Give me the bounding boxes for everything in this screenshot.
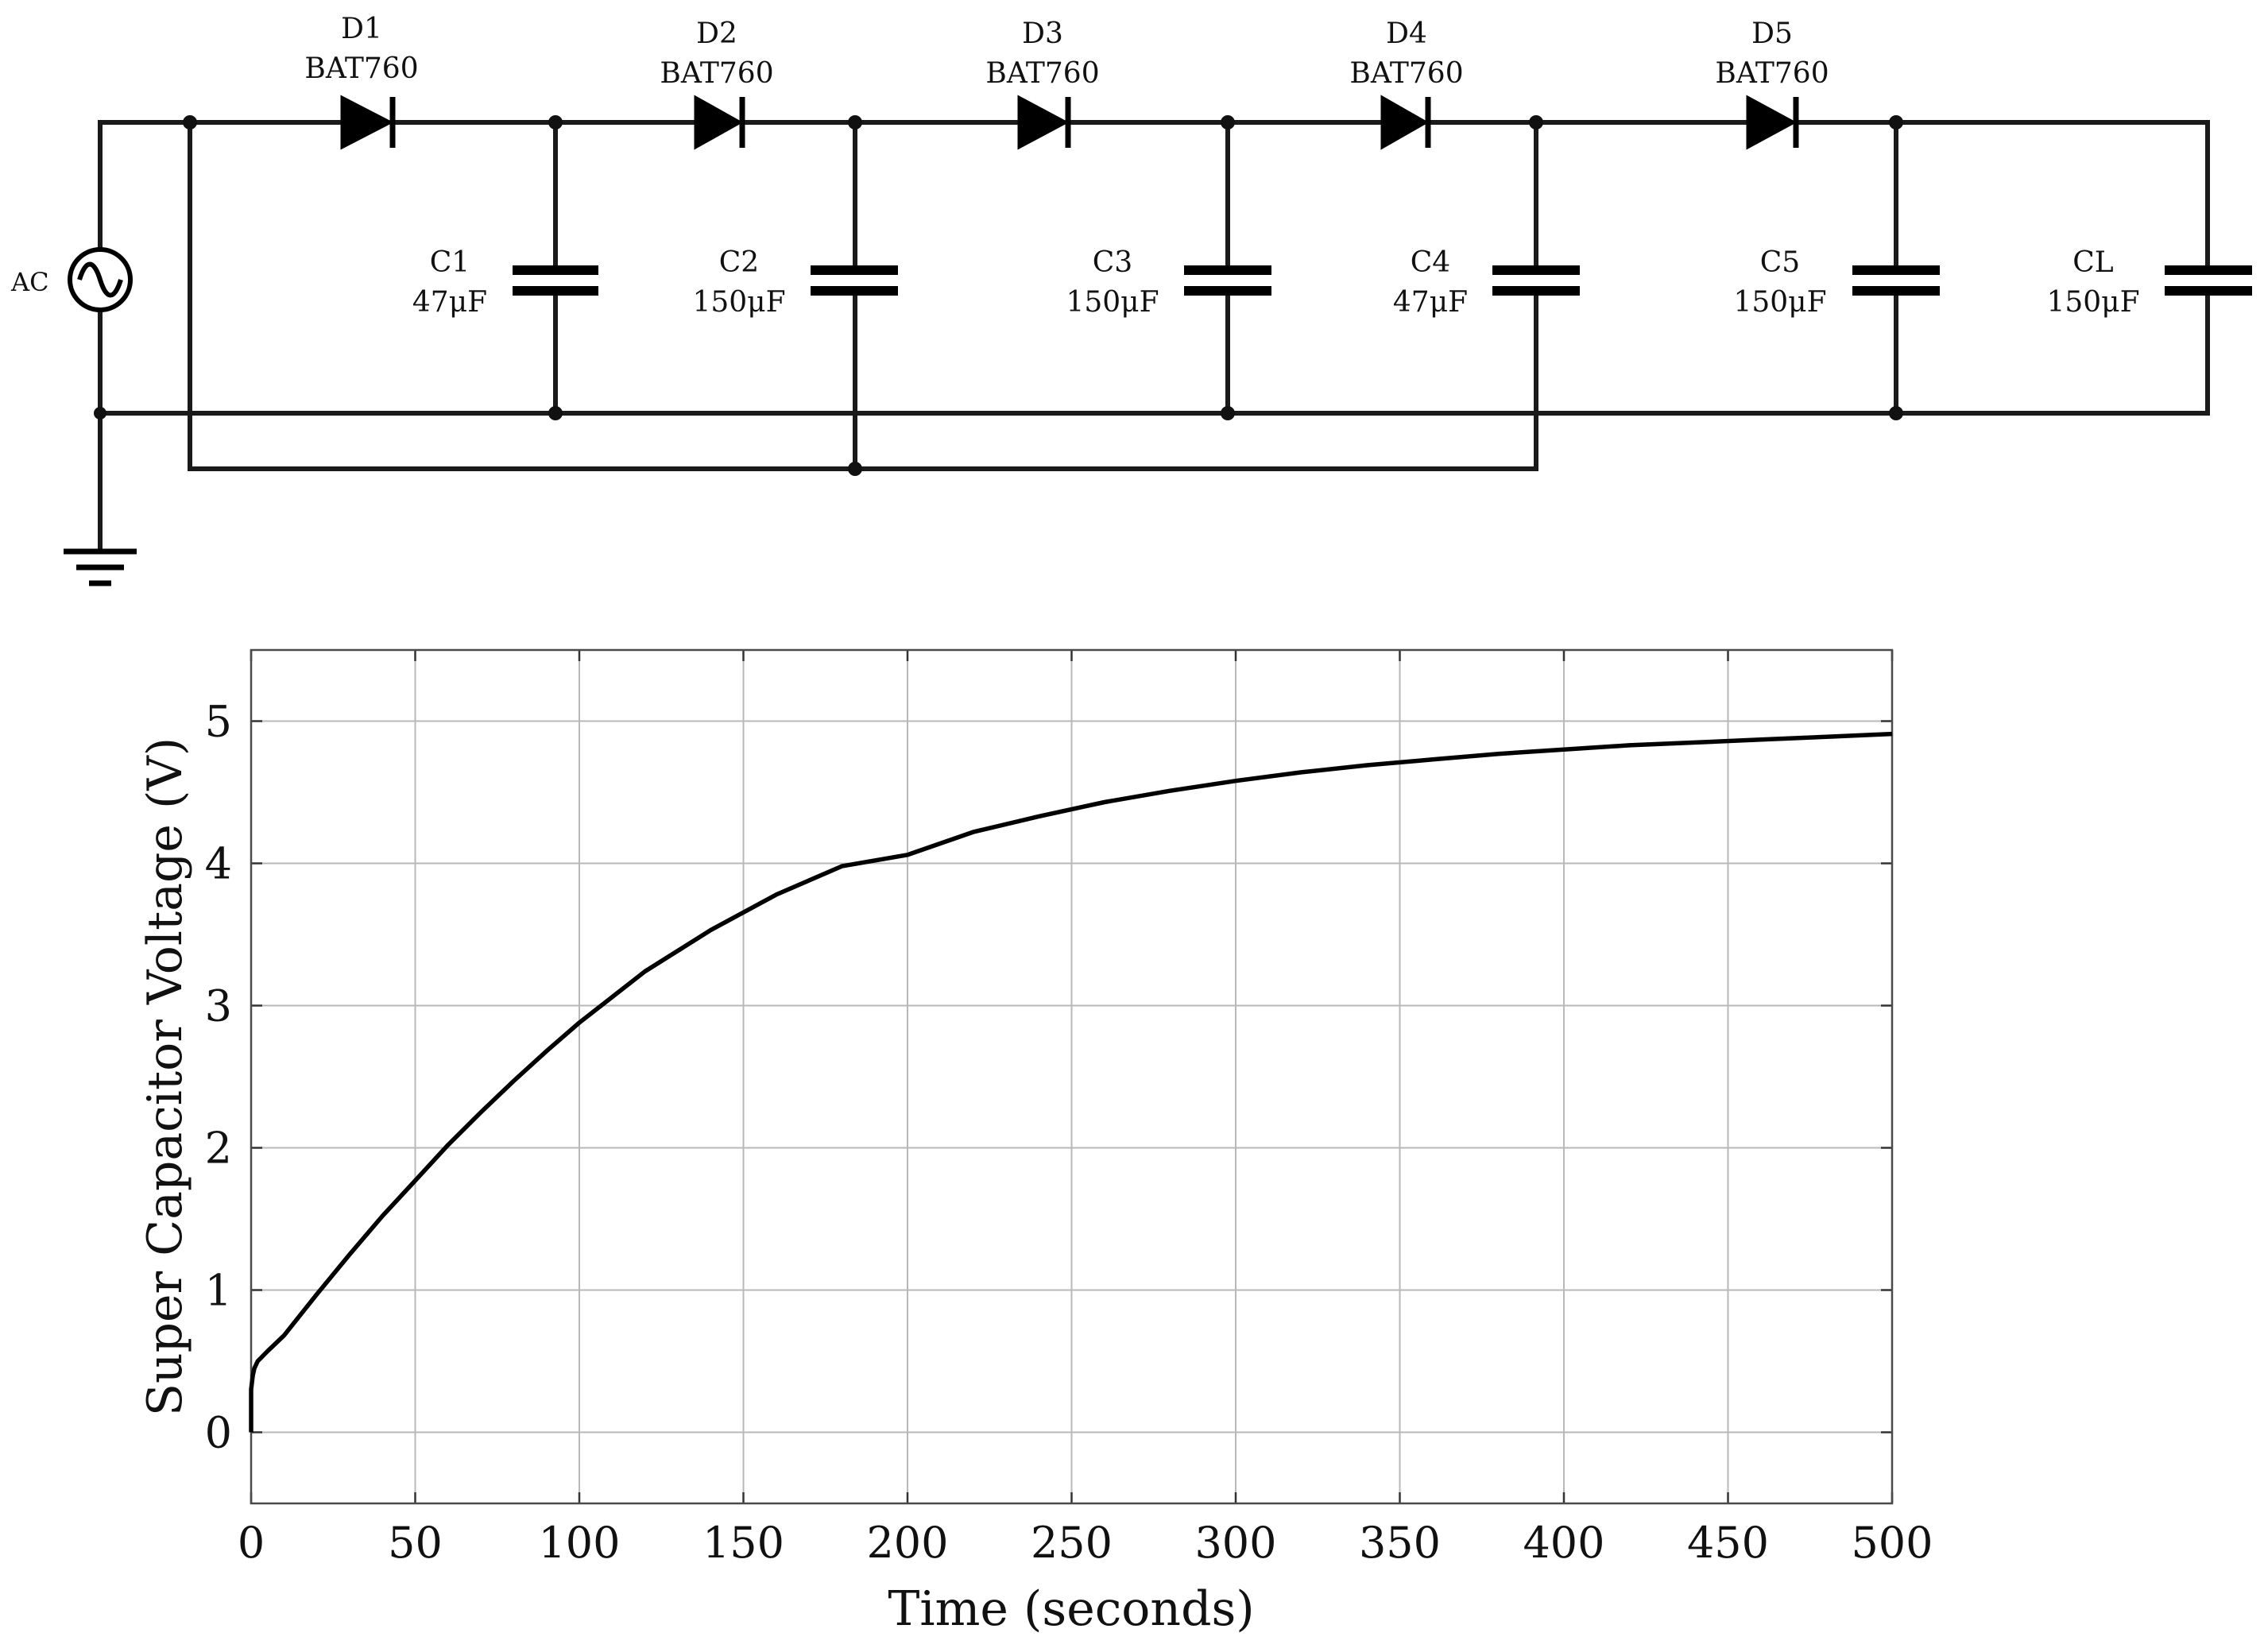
x-tick-label: 100	[538, 1518, 620, 1568]
ground-symbol	[64, 548, 137, 586]
x-tick-label: 350	[1359, 1518, 1441, 1568]
x-tick-label: 200	[866, 1518, 948, 1568]
x-tick-label: 150	[702, 1518, 784, 1568]
x-tick-label: 250	[1031, 1518, 1113, 1568]
diode-d5	[1746, 95, 1799, 150]
capacitor-c3	[1184, 265, 1271, 296]
capacitor-c2	[811, 265, 898, 296]
capacitor-cl-value: 150μF	[2046, 286, 2139, 319]
x-axis-label: Time (seconds)	[888, 1581, 1254, 1637]
wires	[98, 120, 2210, 551]
diode-d1-part: BAT760	[304, 52, 418, 85]
diode-d3-part: BAT760	[985, 57, 1099, 90]
y-tick-label: 2	[205, 1124, 232, 1174]
x-tick-label: 300	[1194, 1518, 1276, 1568]
capacitor-c2-ref: C2	[719, 246, 759, 279]
x-tick-label: 450	[1687, 1518, 1769, 1568]
diode-d4	[1380, 95, 1431, 150]
x-tick-label: 50	[388, 1518, 443, 1568]
junction-dots	[94, 115, 1903, 476]
x-tick-label: 0	[238, 1518, 265, 1568]
y-tick-label: 3	[205, 981, 232, 1031]
diode-d1-ref: D1	[341, 13, 382, 45]
diode-d3-ref: D3	[1022, 17, 1063, 50]
capacitor-c1-ref: C1	[430, 246, 470, 279]
y-tick-labels: 0 1 2 3 4 5	[205, 697, 232, 1458]
chart-grid	[250, 650, 1893, 1503]
x-tick-label: 500	[1851, 1518, 1933, 1568]
y-tick-label: 0	[205, 1408, 232, 1458]
capacitor-c5-value: 150μF	[1733, 286, 1826, 319]
diode-d2-part: BAT760	[660, 57, 773, 90]
x-tick-labels: 0 50 100 150 200 250 300 350 400 450 500	[238, 1518, 1933, 1568]
diode-d4-ref: D4	[1386, 17, 1427, 50]
voltage-chart: 0 50 100 150 200 250 300 350 400 450 500 0 1 2 3 4 5 Ti…	[137, 648, 1933, 1637]
capacitor-c3-value: 150μF	[1066, 286, 1159, 319]
y-tick-label: 4	[205, 839, 232, 889]
diode-d2	[694, 95, 745, 150]
diode-d4-part: BAT760	[1349, 57, 1463, 90]
capacitor-c1	[513, 265, 598, 296]
diode-d5-ref: D5	[1751, 17, 1793, 50]
y-axis-label: Super Capacitor Voltage (V)	[137, 737, 193, 1416]
capacitor-cl-ref: CL	[2072, 246, 2114, 279]
diode-d3	[1017, 95, 1071, 150]
capacitor-c5	[1852, 265, 1940, 296]
diode-d5-part: BAT760	[1715, 57, 1829, 90]
voltage-curve	[249, 731, 1893, 1433]
capacitor-c3-ref: C3	[1093, 246, 1132, 279]
circuit-schematic: AC D1 BAT760 D2	[10, 13, 2252, 586]
capacitor-c4-value: 47μF	[1393, 286, 1468, 319]
x-tick-label: 400	[1523, 1518, 1604, 1568]
ac-source	[68, 247, 133, 312]
plot-frame	[250, 648, 1894, 1505]
y-tick-label: 1	[205, 1266, 232, 1316]
ac-source-label: AC	[10, 267, 49, 297]
capacitor-c2-value: 150μF	[692, 286, 785, 319]
diode-d1	[340, 95, 396, 150]
diode-d2-ref: D2	[696, 17, 737, 50]
capacitor-c1-value: 47μF	[412, 286, 487, 319]
capacitor-c4	[1492, 265, 1580, 296]
capacitor-cl	[2165, 265, 2252, 296]
y-tick-label: 5	[205, 697, 232, 747]
capacitor-c4-ref: C4	[1411, 246, 1450, 279]
capacitor-c5-ref: C5	[1760, 246, 1800, 279]
